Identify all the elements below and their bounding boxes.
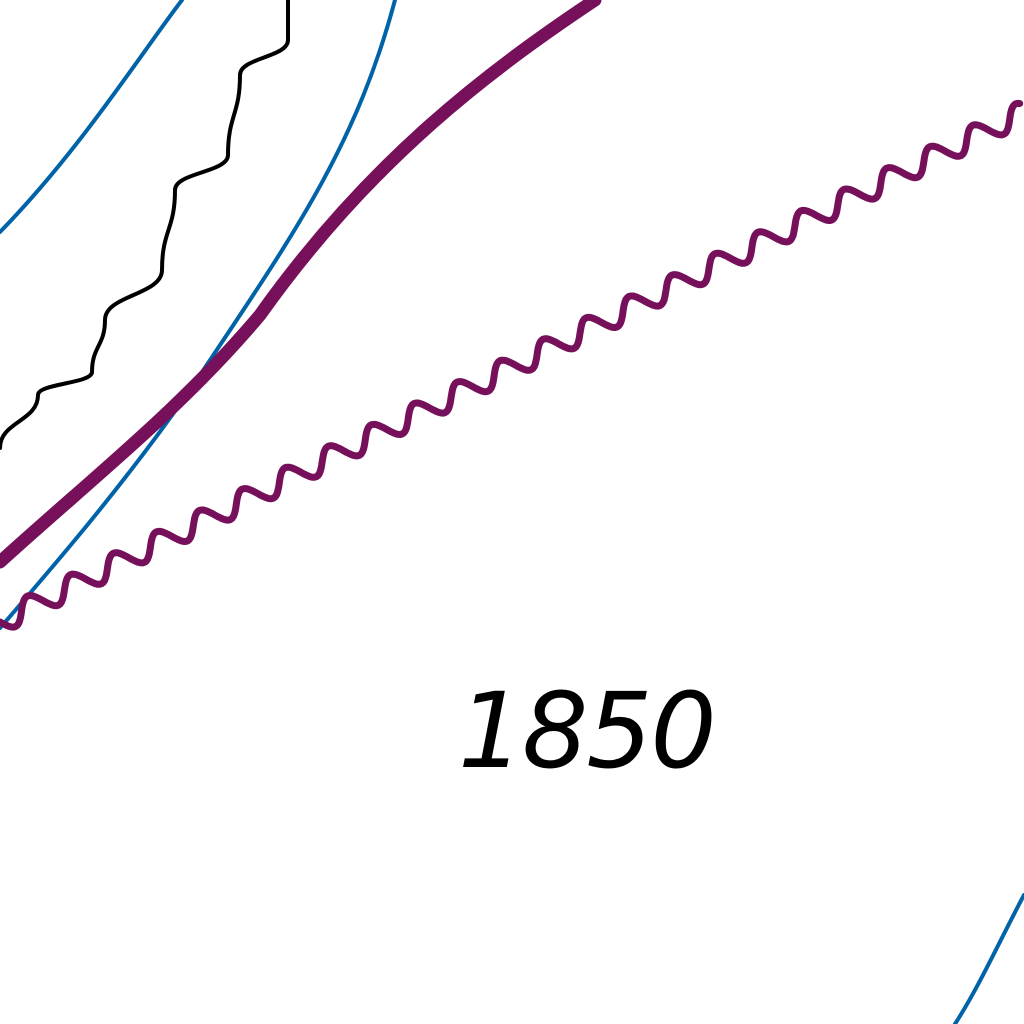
elevation-label: 1850 bbox=[458, 670, 715, 792]
boundary-wavy-line bbox=[0, 99, 1024, 631]
boundary-line bbox=[0, 0, 602, 569]
water-line bbox=[0, 0, 397, 630]
water-line bbox=[0, 0, 184, 234]
contour-wavy-line bbox=[0, 0, 290, 450]
water-line bbox=[953, 893, 1024, 1024]
